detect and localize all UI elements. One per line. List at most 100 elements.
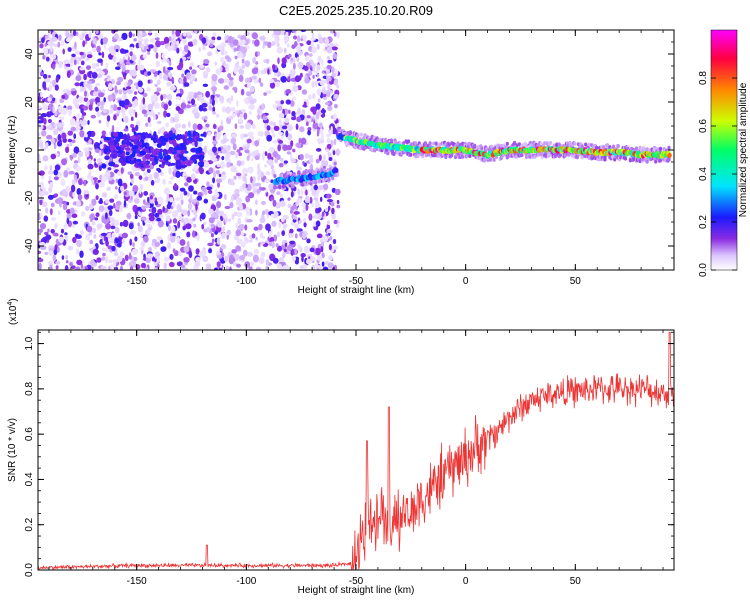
- heatmap-cell: [40, 189, 46, 197]
- heatmap-cell: [200, 212, 206, 220]
- heatmap-cell: [112, 104, 118, 112]
- heatmap-cell: [233, 211, 238, 216]
- heatmap-cell: [113, 260, 117, 267]
- heatmap-cell: [52, 61, 56, 65]
- heatmap-cell: [219, 161, 226, 169]
- heatmap-cell: [146, 223, 152, 228]
- heatmap-cell: [313, 184, 318, 191]
- heatmap-cell: [221, 232, 226, 240]
- heatmap-cell: [241, 241, 246, 248]
- heatmap-cell: [61, 255, 65, 260]
- heatmap-cell: [75, 248, 80, 255]
- heatmap-cell: [297, 61, 304, 69]
- heatmap-cell: [54, 164, 61, 171]
- heatmap-cell: [667, 157, 671, 162]
- heatmap-cell: [305, 189, 308, 196]
- heatmap-cell: [117, 76, 124, 83]
- heatmap-cell: [272, 140, 279, 144]
- heatmap-cell: [250, 157, 254, 161]
- heatmap-cell: [287, 203, 292, 209]
- heatmap-cell: [197, 95, 200, 102]
- heatmap-cell: [251, 75, 258, 80]
- heatmap-cell: [258, 242, 261, 248]
- heatmap-cell: [231, 113, 236, 118]
- heatmap-cell: [172, 210, 178, 218]
- heatmap-cell: [177, 220, 181, 229]
- heatmap-cell: [103, 235, 107, 242]
- heatmap-cell: [648, 148, 652, 153]
- heatmap-cell: [311, 202, 314, 207]
- heatmap-cell: [197, 192, 203, 197]
- heatmap-cell: [492, 157, 496, 162]
- heatmap-cell: [58, 105, 63, 113]
- heatmap-cell: [244, 261, 251, 268]
- heatmap-cell: [61, 132, 67, 140]
- heatmap-cell: [70, 184, 76, 193]
- heatmap-cell: [298, 166, 302, 171]
- heatmap-cell: [95, 148, 100, 153]
- heatmap-cell: [52, 97, 56, 102]
- heatmap-cell: [60, 228, 65, 234]
- heatmap-cell: [132, 256, 138, 262]
- heatmap-cell: [316, 64, 321, 72]
- heatmap-cell: [259, 35, 266, 41]
- heatmap-cell: [131, 127, 136, 133]
- heatmap-cell: [207, 131, 211, 137]
- heatmap-cell: [87, 158, 92, 166]
- heatmap-cell: [180, 218, 185, 224]
- heatmap-cell: [194, 140, 198, 148]
- heatmap-cell: [100, 265, 107, 270]
- heatmap-cell: [212, 167, 217, 173]
- heatmap-cell: [300, 188, 304, 196]
- heatmap-cell: [212, 111, 216, 115]
- heatmap-cell: [277, 245, 282, 252]
- heatmap-cell: [205, 123, 210, 128]
- heatmap-cell: [113, 132, 119, 137]
- heatmap-cell: [268, 146, 275, 153]
- heatmap-cell: [141, 267, 145, 270]
- heatmap-cell: [48, 103, 54, 110]
- heatmap-cell: [170, 205, 173, 210]
- heatmap-cell: [197, 142, 203, 148]
- heatmap-cell: [331, 46, 338, 51]
- heatmap-cell: [69, 141, 73, 147]
- heatmap-cell: [303, 222, 307, 228]
- heatmap-cell: [166, 112, 171, 118]
- heatmap-cell: [143, 191, 149, 196]
- heatmap-cell: [189, 62, 195, 67]
- heatmap-cell: [157, 168, 162, 173]
- heatmap-cell: [134, 236, 138, 242]
- heatmap-cell: [323, 183, 329, 191]
- heatmap-cell: [311, 81, 315, 88]
- heatmap-cell: [255, 182, 262, 187]
- heatmap-cell: [555, 143, 559, 147]
- heatmap-cell: [246, 138, 252, 144]
- heatmap-cell: [68, 170, 75, 175]
- heatmap-cell: [38, 141, 44, 148]
- heatmap-cell: [311, 190, 317, 197]
- heatmap-cell: [121, 112, 126, 118]
- heatmap-cell: [38, 105, 42, 110]
- heatmap-cell: [206, 226, 211, 232]
- heatmap-cell: [333, 161, 337, 166]
- heatmap-cell: [278, 112, 285, 119]
- heatmap-cell: [262, 115, 268, 121]
- heatmap-cell: [251, 233, 256, 239]
- heatmap-cell: [302, 202, 306, 208]
- heatmap-cell: [264, 178, 271, 184]
- heatmap-cell: [123, 74, 126, 80]
- heatmap-cell: [265, 171, 271, 176]
- heatmap-cell: [262, 210, 265, 215]
- heatmap-cell: [234, 123, 238, 130]
- heatmap-cell: [112, 55, 117, 63]
- heatmap-cell: [144, 176, 149, 181]
- heatmap-cell: [315, 220, 321, 227]
- heatmap-cell: [236, 160, 242, 167]
- heatmap-cell: [106, 248, 110, 252]
- heatmap-cell: [196, 195, 203, 201]
- heatmap-cell: [182, 32, 187, 37]
- heatmap-cell: [335, 148, 341, 156]
- heatmap-cell: [327, 105, 333, 111]
- heatmap-cell: [210, 223, 215, 229]
- heatmap-cell: [257, 130, 264, 137]
